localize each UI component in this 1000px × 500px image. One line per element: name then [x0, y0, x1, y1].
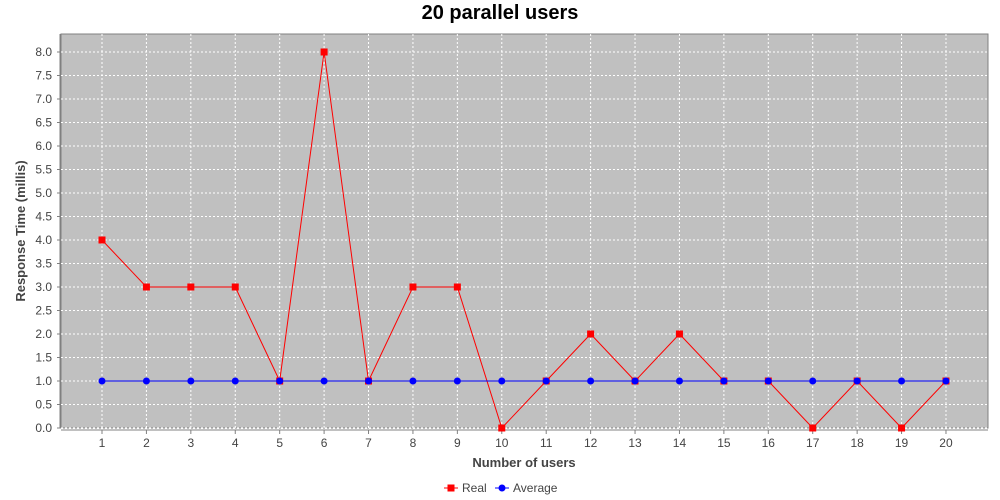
x-tick-label: 6: [321, 436, 328, 450]
axes: [59, 34, 988, 431]
legend-item-real: Real: [444, 481, 487, 495]
series-layer: [98, 48, 950, 432]
average-point: [98, 377, 106, 385]
average-point: [587, 377, 595, 385]
y-tick-label: 5.5: [35, 163, 52, 177]
x-tick-label: 13: [628, 436, 642, 450]
y-tick-label: 6.5: [35, 116, 52, 130]
average-point: [764, 377, 772, 385]
x-tick-label: 2: [143, 436, 150, 450]
x-tick-label: 10: [495, 436, 509, 450]
x-tick-label: 18: [850, 436, 864, 450]
real-point: [187, 283, 195, 291]
x-tick-label: 7: [365, 436, 372, 450]
average-point: [809, 377, 817, 385]
x-tick-label: 8: [410, 436, 417, 450]
y-tick-label: 3.5: [35, 257, 52, 271]
plot-area: [60, 33, 989, 429]
real-point: [498, 424, 506, 432]
x-tick-label: 17: [806, 436, 820, 450]
y-tick-label: 4.5: [35, 210, 52, 224]
average-point: [898, 377, 906, 385]
real-point: [409, 283, 417, 291]
legend: Real Average: [444, 481, 558, 495]
real-point: [587, 330, 595, 338]
x-tick-label: 12: [584, 436, 598, 450]
real-point: [98, 236, 106, 244]
x-tick-label: 19: [895, 436, 909, 450]
real-point: [898, 424, 906, 432]
x-tick-label: 16: [762, 436, 776, 450]
x-tick-label: 20: [939, 436, 953, 450]
average-point: [409, 377, 417, 385]
grid-lines: [61, 34, 988, 429]
y-tick-label: 8.0: [35, 45, 52, 59]
real-point: [142, 283, 150, 291]
chart-title: 20 parallel users: [422, 2, 579, 24]
average-point: [853, 377, 861, 385]
y-tick-label: 1.5: [35, 351, 52, 365]
real-point: [231, 283, 239, 291]
y-axis-ticks: 0.0 0.5 1.0 1.5 2.0 2.5 3.0 3.5 4.0 4.5 5.0 5.5 6.0 6…: [35, 45, 61, 435]
y-tick-label: 1.0: [35, 374, 52, 388]
y-tick-label: 0.0: [35, 421, 52, 435]
average-point: [631, 377, 639, 385]
average-point: [365, 377, 373, 385]
average-point: [231, 377, 239, 385]
real-point: [809, 424, 817, 432]
y-tick-label: 7.0: [35, 92, 52, 106]
average-point: [142, 377, 150, 385]
x-tick-label: 3: [187, 436, 194, 450]
real-series-line: [101, 51, 947, 429]
y-tick-label: 3.0: [35, 280, 52, 294]
average-point: [542, 377, 550, 385]
legend-marker: [447, 484, 455, 492]
legend-label: Average: [513, 481, 558, 495]
average-point: [720, 377, 728, 385]
y-tick-label: 6.0: [35, 139, 52, 153]
average-point: [453, 377, 461, 385]
x-tick-label: 14: [673, 436, 687, 450]
x-tick-label: 5: [276, 436, 283, 450]
y-tick-label: 5.0: [35, 186, 52, 200]
series-average: [98, 377, 950, 385]
y-tick-label: 7.5: [35, 69, 52, 83]
real-point: [320, 48, 328, 56]
y-tick-label: 2.0: [35, 327, 52, 341]
legend-marker: [498, 484, 506, 492]
x-axis-ticks: 1 2 3 4 5 6 7 8 9 10 11 12 13 14 15 16 17 18 19 20: [99, 430, 953, 450]
average-point: [320, 377, 328, 385]
y-tick-label: 0.5: [35, 398, 52, 412]
y-axis-label: Response Time (millis): [13, 160, 28, 301]
average-point: [276, 377, 284, 385]
x-tick-label: 1: [99, 436, 106, 450]
x-tick-label: 4: [232, 436, 239, 450]
real-point: [675, 330, 683, 338]
legend-label: Real: [462, 481, 487, 495]
y-tick-label: 2.5: [35, 304, 52, 318]
x-tick-label: 9: [454, 436, 461, 450]
average-point: [187, 377, 195, 385]
average-point: [498, 377, 506, 385]
real-point: [453, 283, 461, 291]
x-tick-label: 11: [540, 436, 553, 450]
legend-item-average: Average: [495, 481, 558, 495]
x-tick-label: 15: [717, 436, 731, 450]
average-point: [942, 377, 950, 385]
average-point: [675, 377, 683, 385]
x-axis-label: Number of users: [472, 455, 575, 470]
y-tick-label: 4.0: [35, 233, 52, 247]
